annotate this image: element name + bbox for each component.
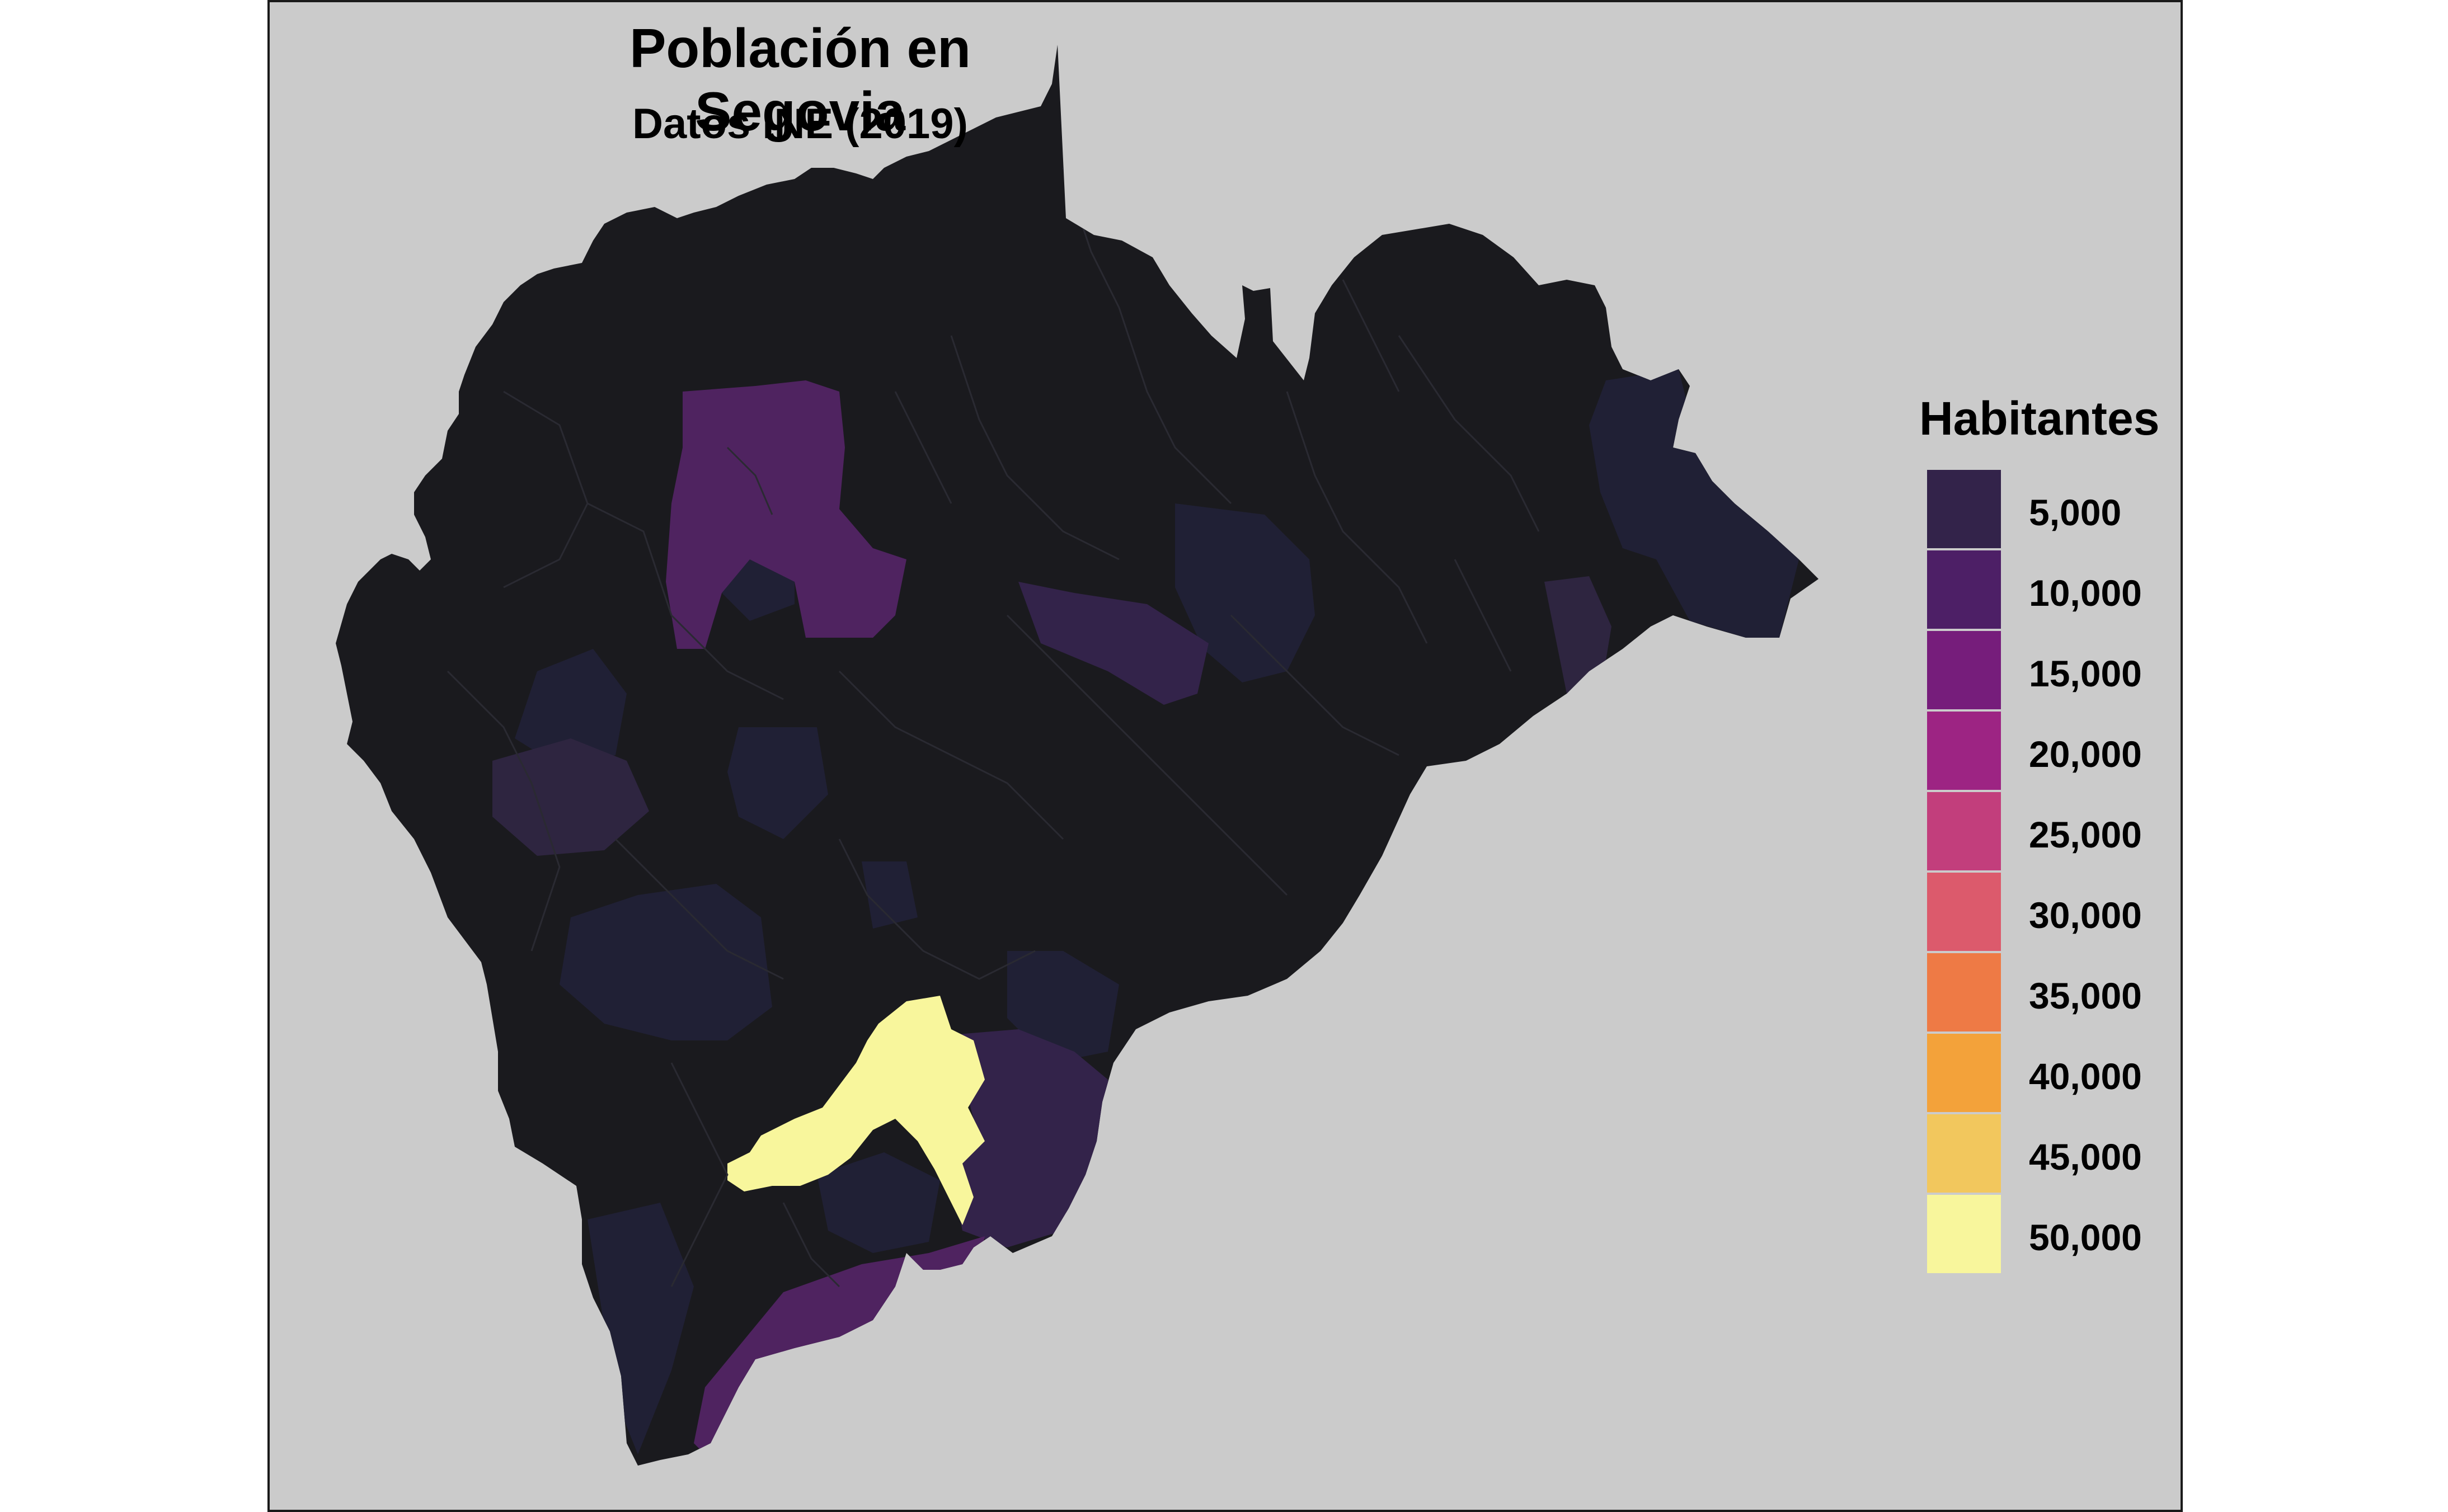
legend-item: 50,000 xyxy=(1919,1195,2199,1275)
legend-item: 30,000 xyxy=(1919,873,2199,953)
legend-label: 40,000 xyxy=(2029,1056,2142,1097)
legend-swatch xyxy=(1927,550,2001,629)
legend-item: 35,000 xyxy=(1919,953,2199,1034)
legend-label: 45,000 xyxy=(2029,1136,2142,1177)
province-map xyxy=(336,45,1819,1466)
municipality xyxy=(666,380,906,649)
legend-swatch xyxy=(1927,1195,2001,1273)
legend-item: 15,000 xyxy=(1919,631,2199,712)
municipality xyxy=(1544,576,1611,694)
legend-item: 25,000 xyxy=(1919,792,2199,873)
legend-label: 30,000 xyxy=(2029,894,2142,936)
municipality xyxy=(727,727,828,839)
legend-label: 20,000 xyxy=(2029,733,2142,775)
legend-swatch xyxy=(1927,792,2001,870)
municipality xyxy=(492,738,649,856)
legend-swatch xyxy=(1927,873,2001,951)
legend-swatch xyxy=(1927,1034,2001,1112)
legend-swatch xyxy=(1927,953,2001,1031)
municipality xyxy=(560,884,772,1040)
legend-item: 10,000 xyxy=(1919,550,2199,631)
legend-item: 20,000 xyxy=(1919,712,2199,792)
legend-label: 5,000 xyxy=(2029,492,2122,533)
legend-swatch xyxy=(1927,631,2001,709)
legend-label: 10,000 xyxy=(2029,572,2142,614)
legend-label: 25,000 xyxy=(2029,814,2142,855)
municipality-segovia-capital xyxy=(727,996,985,1225)
legend-label: 50,000 xyxy=(2029,1217,2142,1258)
municipality xyxy=(1175,503,1315,682)
municipality xyxy=(817,1152,940,1253)
municipality xyxy=(588,1203,694,1454)
municipality xyxy=(1007,951,1119,1063)
municipality xyxy=(951,1029,1113,1247)
legend-label: 15,000 xyxy=(2029,653,2142,694)
legend-swatch xyxy=(1927,712,2001,790)
municipality xyxy=(1589,369,1799,638)
legend-title: Habitantes xyxy=(1919,392,2160,445)
municipality xyxy=(862,861,918,929)
map-subtitle: Datos INE (2019) xyxy=(632,100,968,148)
legend-item: 5,000 xyxy=(1919,470,2199,550)
municipality-borders xyxy=(447,167,1540,1288)
municipality xyxy=(515,649,627,766)
legend-label: 35,000 xyxy=(2029,975,2142,1016)
map-title: Población en Segovia xyxy=(629,17,971,142)
legend-item: 40,000 xyxy=(1919,1034,2199,1114)
legend-item: 45,000 xyxy=(1919,1114,2199,1195)
legend-swatch xyxy=(1927,1114,2001,1193)
municipality xyxy=(1018,582,1209,705)
legend-swatch xyxy=(1927,470,2001,548)
